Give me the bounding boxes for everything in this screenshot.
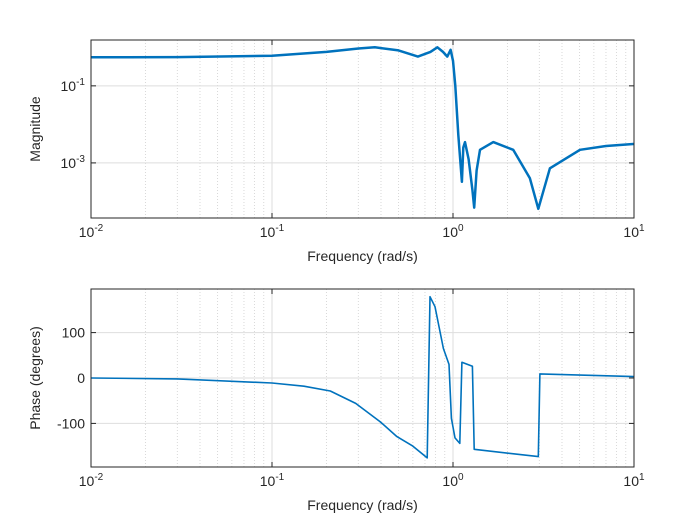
tick-exponent: 0: [458, 472, 464, 483]
phase-line: [90, 295, 635, 459]
tick-exponent: 1: [639, 472, 645, 483]
x-tick-label: 10-1: [260, 223, 285, 240]
tick-base: 10: [61, 78, 77, 94]
x-axis-label: Frequency (rad/s): [307, 497, 417, 513]
x-tick-label: 10-2: [79, 472, 104, 489]
tick-base: 10: [623, 473, 639, 489]
tick-base: 10: [623, 224, 639, 240]
x-tick-label: 10-1: [260, 472, 285, 489]
tick-base: 10: [79, 224, 95, 240]
tick-base: 10: [61, 155, 77, 171]
plot-area: [91, 40, 634, 218]
tick-base: 10: [260, 473, 276, 489]
tick-base: 10: [442, 473, 458, 489]
y-tick-label: 0: [77, 370, 85, 386]
x-axis-label: Frequency (rad/s): [307, 248, 417, 264]
x-tick-label: 101: [623, 223, 645, 240]
x-tick-label: 101: [623, 472, 645, 489]
tick-exponent: -3: [76, 154, 85, 165]
tick-base: 10: [79, 473, 95, 489]
magnitude-line: [90, 46, 635, 211]
tick-exponent: 0: [458, 223, 464, 234]
y-axis-label: Magnitude: [27, 96, 43, 162]
x-tick-label: 100: [442, 472, 464, 489]
tick-exponent: -2: [94, 223, 103, 234]
axes-box: [90, 288, 635, 468]
tick-exponent: -1: [275, 472, 284, 483]
y-tick-label: -100: [57, 415, 85, 431]
tick-exponent: -1: [76, 77, 85, 88]
tick-base: 10: [260, 224, 276, 240]
x-tick-label: 10-2: [79, 223, 104, 240]
tick-exponent: -2: [94, 472, 103, 483]
y-tick-label: 10-3: [61, 154, 86, 171]
x-tick-label: 100: [442, 223, 464, 240]
tick-exponent: -1: [275, 223, 284, 234]
y-tick-label: 100: [62, 325, 86, 341]
y-axis-label: Phase (degrees): [27, 326, 43, 430]
axes-box: [90, 39, 635, 219]
y-tick-label: 10-1: [61, 77, 86, 94]
tick-base: 10: [442, 224, 458, 240]
tick-exponent: 1: [639, 223, 645, 234]
